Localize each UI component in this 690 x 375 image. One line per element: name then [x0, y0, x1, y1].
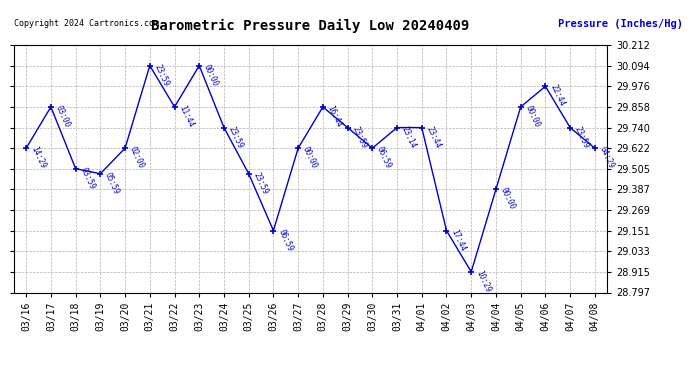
Text: 03:59: 03:59 — [79, 166, 97, 190]
Text: 04:29: 04:29 — [598, 146, 615, 170]
Text: 06:59: 06:59 — [375, 146, 393, 170]
Text: 23:59: 23:59 — [573, 125, 591, 150]
Text: 10:29: 10:29 — [474, 269, 492, 294]
Text: 23:59: 23:59 — [152, 63, 170, 88]
Text: 23:59: 23:59 — [251, 171, 269, 196]
Text: Copyright 2024 Cartronics.com: Copyright 2024 Cartronics.com — [14, 19, 159, 28]
Text: Pressure (Inches/Hg): Pressure (Inches/Hg) — [558, 19, 683, 29]
Text: 02:00: 02:00 — [128, 146, 146, 170]
Text: 00:00: 00:00 — [301, 146, 319, 170]
Text: 16:44: 16:44 — [326, 104, 344, 129]
Text: 14:29: 14:29 — [29, 146, 47, 170]
Text: 05:59: 05:59 — [103, 171, 121, 196]
Text: 23:44: 23:44 — [424, 125, 442, 150]
Text: Barometric Pressure Daily Low 20240409: Barometric Pressure Daily Low 20240409 — [151, 19, 470, 33]
Text: 03:00: 03:00 — [54, 104, 72, 129]
Text: 00:00: 00:00 — [524, 104, 542, 129]
Text: 23:59: 23:59 — [351, 125, 368, 150]
Text: 00:00: 00:00 — [202, 63, 220, 88]
Text: 11:44: 11:44 — [177, 104, 195, 129]
Text: 06:59: 06:59 — [276, 228, 294, 253]
Text: 23:14: 23:14 — [400, 125, 417, 150]
Text: 22:44: 22:44 — [548, 84, 566, 108]
Text: 23:59: 23:59 — [227, 125, 245, 150]
Text: 00:00: 00:00 — [499, 186, 517, 211]
Text: 17:44: 17:44 — [449, 228, 467, 253]
